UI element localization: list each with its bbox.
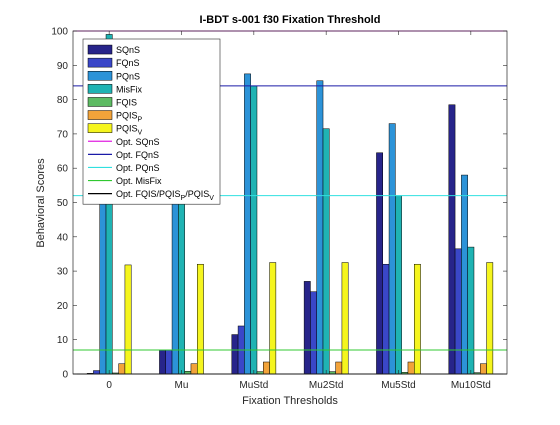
- legend-swatch: [88, 71, 112, 80]
- bar-sqns-mu10std: [449, 105, 455, 374]
- legend-swatch: [88, 84, 112, 93]
- legend-swatch: [88, 45, 112, 54]
- bar-pqisp-mu5std: [408, 362, 414, 374]
- bar-misfix-mu2std: [323, 129, 329, 374]
- x-axis-label: Fixation Thresholds: [242, 395, 338, 407]
- legend-label: MisFix: [116, 84, 142, 94]
- bar-sqns-mustd: [232, 335, 238, 374]
- bar-fqns-0: [93, 371, 99, 374]
- bar-pqisv-mu5std: [414, 264, 420, 374]
- bar-pqisp-0: [119, 364, 125, 374]
- bar-pqisv-mu2std: [342, 263, 348, 374]
- bar-misfix-mustd: [251, 86, 257, 374]
- y-tick-label: 30: [57, 267, 69, 278]
- y-axis-label: Behavioral Scores: [35, 158, 47, 248]
- bar-misfix-mu10std: [468, 247, 474, 374]
- y-tick-label: 60: [57, 164, 69, 175]
- bar-pqisp-mustd: [263, 362, 269, 374]
- bar-fqns-mu10std: [455, 249, 461, 374]
- legend-label: PQnS: [116, 71, 140, 81]
- y-tick-label: 0: [62, 370, 68, 381]
- chart-title: I-BDT s-001 f30 Fixation Threshold: [200, 14, 381, 26]
- y-tick-label: 50: [57, 198, 69, 209]
- x-tick-label: Mu2Std: [309, 380, 343, 391]
- legend-label: Opt. PQnS: [116, 163, 160, 173]
- bar-pqisv-mustd: [270, 263, 276, 374]
- legend-swatch: [88, 58, 112, 67]
- y-tick-label: 10: [57, 335, 69, 346]
- bar-pqisv-mu: [197, 264, 203, 374]
- x-tick-label: Mu5Std: [381, 380, 415, 391]
- y-tick-label: 90: [57, 61, 69, 72]
- bar-sqns-mu5std: [376, 153, 382, 374]
- x-tick-label: 0: [106, 380, 112, 391]
- bar-sqns-mu2std: [304, 281, 310, 374]
- legend-label: Opt. MisFix: [116, 176, 162, 186]
- bar-pqisv-mu10std: [487, 263, 493, 374]
- legend-swatch: [88, 97, 112, 106]
- legend-label: FQnS: [116, 58, 140, 68]
- bar-pqns-mu5std: [389, 124, 395, 374]
- bar-pqisp-mu: [191, 364, 197, 374]
- bar-fqns-mu2std: [310, 292, 316, 374]
- bar-sqns-mu: [159, 350, 165, 374]
- bar-pqns-mu10std: [461, 175, 467, 374]
- legend-label: SQnS: [116, 45, 140, 55]
- bar-fqns-mu5std: [383, 264, 389, 374]
- bar-pqisp-mu10std: [480, 364, 486, 374]
- y-tick-label: 100: [51, 27, 68, 38]
- bar-pqns-mu2std: [317, 81, 323, 374]
- x-tick-label: Mu10Std: [451, 380, 491, 391]
- legend-swatch: [88, 124, 112, 133]
- legend-label: Opt. FQnS: [116, 150, 159, 160]
- y-tick-label: 70: [57, 129, 69, 140]
- bar-pqisp-mu2std: [336, 362, 342, 374]
- bar-pqisv-0: [125, 265, 131, 374]
- x-tick-label: Mu: [175, 380, 189, 391]
- legend-label: FQIS: [116, 97, 137, 107]
- y-tick-label: 40: [57, 232, 69, 243]
- legend-swatch: [88, 111, 112, 120]
- x-tick-label: MuStd: [239, 380, 268, 391]
- y-tick-label: 20: [57, 301, 69, 312]
- bar-fqns-mu: [166, 350, 172, 374]
- bar-pqns-mustd: [244, 74, 250, 374]
- bar-misfix-mu5std: [395, 196, 401, 374]
- legend-label: Opt. SQnS: [116, 137, 160, 147]
- y-tick-label: 80: [57, 95, 69, 106]
